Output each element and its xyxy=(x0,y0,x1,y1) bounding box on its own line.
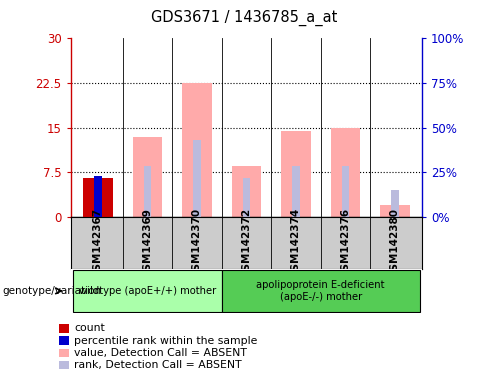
Text: GSM142369: GSM142369 xyxy=(142,208,152,278)
Bar xyxy=(391,190,399,217)
Bar xyxy=(73,270,222,312)
Text: count: count xyxy=(74,323,105,333)
Bar xyxy=(243,178,250,217)
Text: wildtype (apoE+/+) mother: wildtype (apoE+/+) mother xyxy=(79,286,216,296)
Text: percentile rank within the sample: percentile rank within the sample xyxy=(74,336,258,346)
Bar xyxy=(133,137,163,217)
Bar xyxy=(144,166,151,217)
Bar xyxy=(83,178,113,217)
Bar xyxy=(380,205,410,217)
Text: GSM142370: GSM142370 xyxy=(192,208,202,278)
Text: apolipoprotein E-deficient
(apoE-/-) mother: apolipoprotein E-deficient (apoE-/-) mot… xyxy=(256,280,385,302)
Bar xyxy=(222,270,420,312)
Text: GSM142367: GSM142367 xyxy=(93,208,103,278)
Bar xyxy=(281,131,311,217)
Bar xyxy=(330,127,360,217)
Bar xyxy=(193,140,201,217)
Bar xyxy=(292,166,300,217)
Text: value, Detection Call = ABSENT: value, Detection Call = ABSENT xyxy=(74,348,247,358)
Bar xyxy=(182,83,212,217)
Bar xyxy=(342,166,349,217)
Text: GSM142372: GSM142372 xyxy=(242,208,251,278)
Text: GDS3671 / 1436785_a_at: GDS3671 / 1436785_a_at xyxy=(151,10,337,26)
Text: rank, Detection Call = ABSENT: rank, Detection Call = ABSENT xyxy=(74,360,242,370)
Text: GSM142374: GSM142374 xyxy=(291,208,301,278)
Bar xyxy=(94,177,102,217)
Text: GSM142380: GSM142380 xyxy=(390,208,400,278)
Text: GSM142376: GSM142376 xyxy=(341,208,350,278)
Bar xyxy=(232,166,261,217)
Text: genotype/variation: genotype/variation xyxy=(2,286,102,296)
